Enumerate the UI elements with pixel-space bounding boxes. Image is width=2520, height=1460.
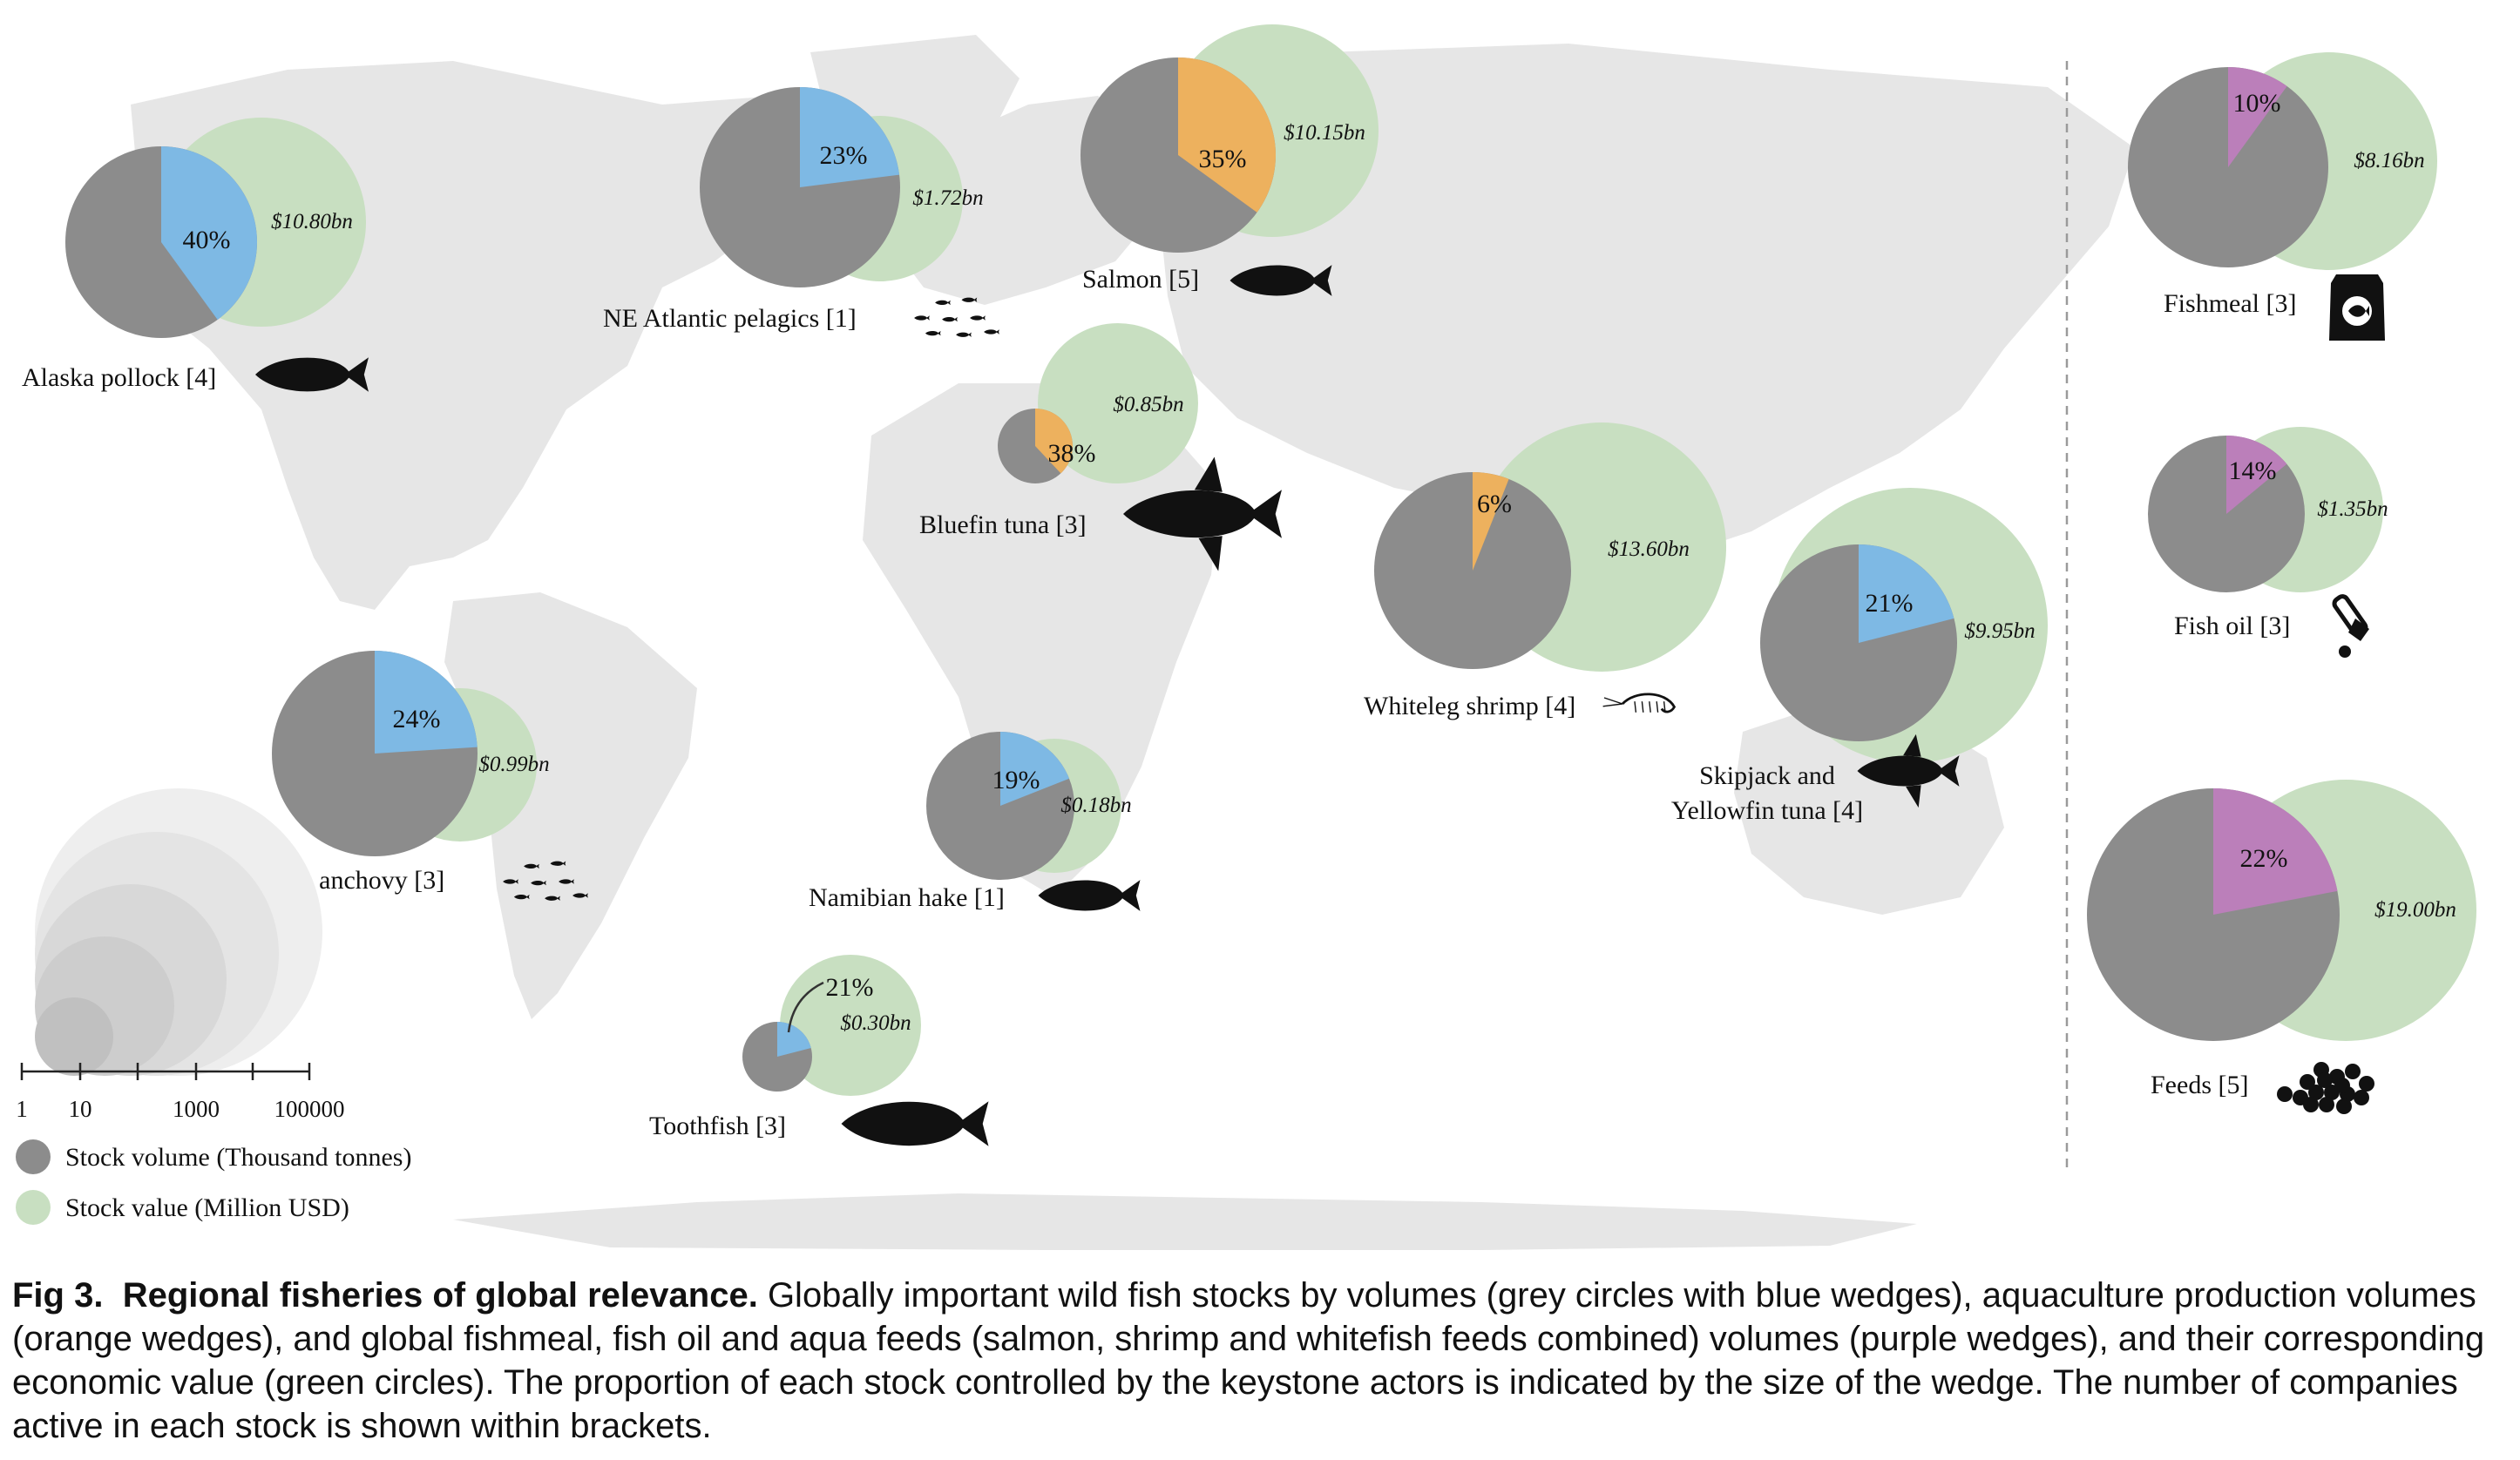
share-label: 14%	[2229, 456, 2277, 485]
value-label: $19.00bn	[2374, 898, 2456, 922]
stock-chart: 6% $13.60bn Whiteleg shrimp [4]	[1364, 422, 1726, 720]
stock-chart: 38% $0.85bn Bluefin tuna [3]	[919, 323, 1198, 539]
stock-name-label: Yellowfin tuna [4]	[1671, 796, 1863, 825]
caption-title: Regional fisheries of global relevance.	[122, 1276, 758, 1315]
shrimp-icon	[1602, 693, 1677, 713]
stock-value-circle	[1038, 323, 1198, 483]
share-label: 10%	[2233, 89, 2281, 118]
stock-chart: 19% $0.18bn Namibian hake [1]	[809, 732, 1132, 912]
value-label: $13.60bn	[1608, 537, 1690, 561]
stock-name-label: Fish oil [3]	[2174, 612, 2290, 640]
value-label: $1.35bn	[2317, 497, 2388, 521]
legend-item-label: Stock volume (Thousand tonnes)	[65, 1143, 411, 1172]
legend-item-label: Stock value (Million USD)	[65, 1193, 349, 1222]
toothfish-icon	[841, 1101, 989, 1146]
share-label: 6%	[1477, 490, 1512, 518]
value-label: $0.85bn	[1113, 393, 1183, 416]
stock-name-label: Skipjack and	[1699, 761, 1835, 790]
cod-icon	[255, 357, 369, 392]
keystone-share-wedge	[1859, 544, 1954, 643]
share-label: 19%	[992, 766, 1040, 794]
legend-scale-label: 1000	[173, 1096, 220, 1122]
value-label: $0.18bn	[1060, 794, 1131, 817]
tuna-icon	[1857, 733, 1960, 808]
share-label: 24%	[393, 705, 441, 733]
asia-landmass	[1159, 44, 2135, 558]
keystone-share-wedge	[1000, 732, 1070, 806]
feed-pellets-icon	[2277, 1062, 2374, 1114]
share-label: 40%	[183, 226, 231, 254]
stock-value-circle	[780, 955, 921, 1096]
caption-body: Globally important wild fish stocks by v…	[12, 1276, 2485, 1445]
stock-chart: 35% $10.15bn Salmon [5]	[1080, 24, 1379, 294]
stock-name-label: NE Atlantic pelagics [1]	[603, 304, 857, 333]
value-label: $9.95bn	[1964, 619, 2035, 643]
figure-caption: Fig 3. Regional fisheries of global rele…	[12, 1274, 2513, 1448]
value-label: $0.99bn	[478, 753, 549, 776]
legend-swatch	[16, 1190, 51, 1225]
keystone-share-wedge	[800, 87, 900, 187]
tuna-icon	[1123, 456, 1282, 571]
share-label: 38%	[1048, 439, 1096, 468]
stock-chart: 21% $9.95bn Skipjack and Yellowfin tuna [4]	[1671, 488, 2048, 825]
fish-school-icon	[503, 861, 588, 901]
share-label: 23%	[820, 141, 868, 170]
caption-label: Fig 3.	[12, 1276, 104, 1315]
legend: 1 10 1000 100000 Stock volume (Thousand tonn…	[16, 788, 411, 1225]
stock-chart: 21% $0.30bn Toothfish [3]	[649, 955, 921, 1140]
fisheries-figure: 40% $10.80bn Alaska pollock [4] 23% $1.72bn N…	[16, 24, 2476, 1250]
value-label: $8.16bn	[2354, 149, 2424, 172]
keystone-share-wedge	[2213, 788, 2338, 915]
keystone-share-wedge	[161, 146, 257, 320]
charts-layer: 40% $10.80bn Alaska pollock [4] 23% $1.72bn N…	[22, 24, 2476, 1140]
stock-name-label: Alaska pollock [4]	[22, 363, 216, 392]
stock-chart: 10% $8.16bn Fishmeal [3]	[2128, 52, 2437, 318]
hake-icon	[1038, 880, 1141, 911]
keystone-share-wedge	[1473, 472, 1509, 571]
keystone-share-wedge	[1035, 409, 1073, 474]
share-label: 22%	[2240, 844, 2288, 873]
value-label: $1.72bn	[912, 186, 983, 210]
stock-chart: 22% $19.00bn Feeds [5]	[2087, 780, 2476, 1099]
salmon-icon	[1230, 265, 1332, 296]
share-label: 21%	[1866, 589, 1914, 618]
legend-scale-label: 1	[16, 1096, 28, 1122]
keystone-share-wedge	[2226, 436, 2287, 514]
legend-swatch	[16, 1139, 51, 1174]
south-america-landmass	[444, 592, 697, 1019]
stock-chart: 23% $1.72bn NE Atlantic pelagics [1]	[603, 87, 984, 333]
value-label: $10.15bn	[1284, 121, 1365, 145]
fish-school-icon	[914, 297, 999, 337]
fishmeal-bag-icon	[2329, 274, 2385, 341]
keystone-share-wedge	[1178, 57, 1276, 213]
stock-name-label: Whiteleg shrimp [4]	[1364, 692, 1575, 720]
stock-name-label: Fishmeal [3]	[2164, 289, 2296, 318]
legend-scale-label: 10	[69, 1096, 92, 1122]
stock-chart: 40% $10.80bn Alaska pollock [4]	[22, 118, 366, 392]
keystone-share-wedge	[777, 1022, 811, 1057]
antarctica-landmass	[453, 1193, 1917, 1250]
share-label: 35%	[1199, 145, 1247, 173]
share-label: 21%	[826, 973, 874, 1002]
stock-name-label: Feeds [5]	[2151, 1071, 2248, 1099]
stock-name-label: Salmon [5]	[1082, 265, 1199, 294]
stock-name-label: Bluefin tuna [3]	[919, 510, 1087, 539]
stock-chart: 14% $1.35bn Fish oil [3]	[2148, 427, 2388, 640]
stock-name-label: Toothfish [3]	[649, 1112, 786, 1140]
icons-layer	[255, 265, 2385, 1146]
stock-name-label: Namibian hake [1]	[809, 883, 1005, 912]
value-label: $10.80bn	[271, 210, 353, 233]
keystone-share-wedge	[375, 651, 478, 754]
fish-oil-tube-icon	[2332, 594, 2369, 658]
legend-scale-label: 100000	[274, 1096, 345, 1122]
keystone-share-wedge	[2228, 67, 2287, 167]
leader-line	[787, 981, 824, 1033]
legend-size-circle	[35, 997, 113, 1076]
value-label: $0.30bn	[840, 1011, 911, 1035]
